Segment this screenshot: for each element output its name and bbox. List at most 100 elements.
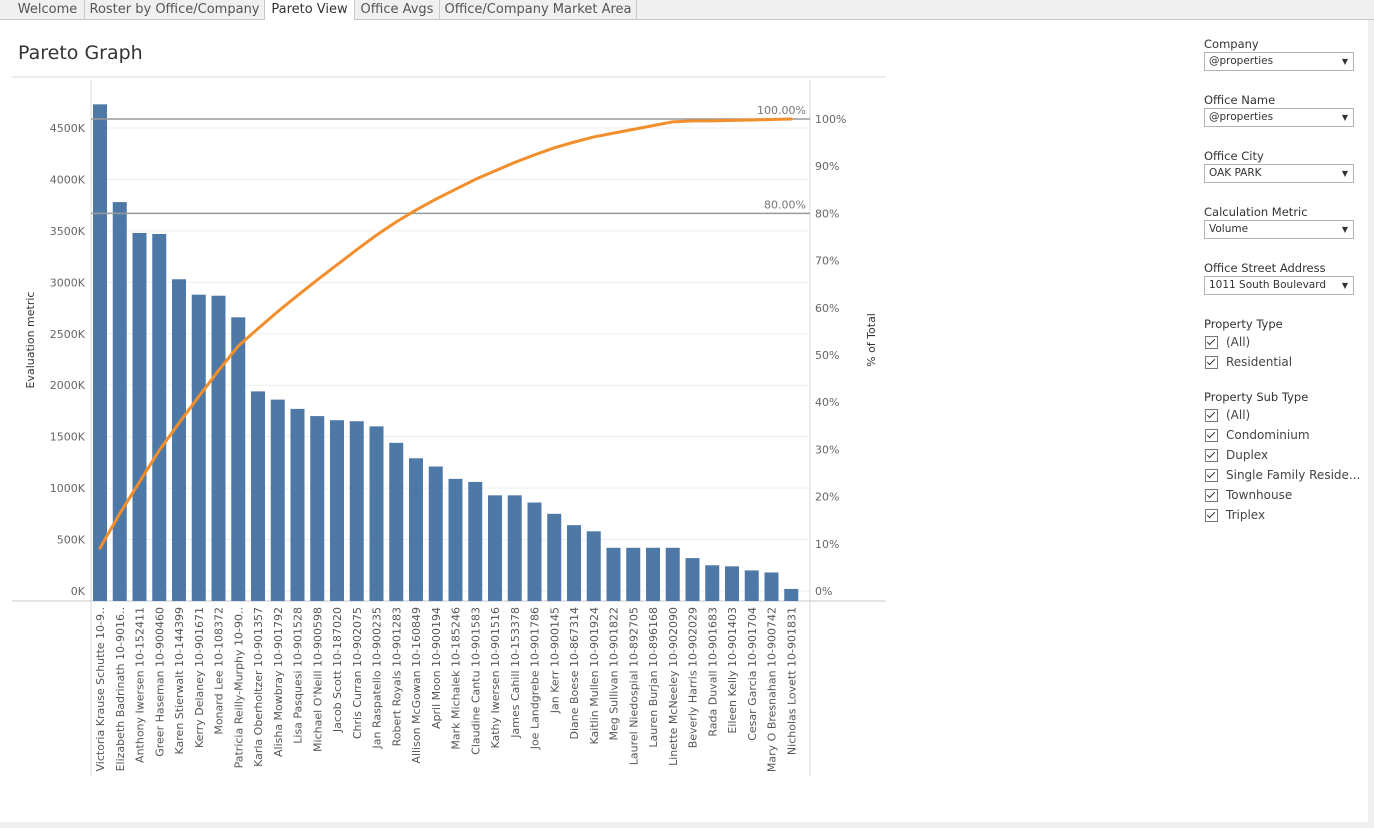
bar xyxy=(231,317,246,601)
x-tick-label: Kathy Iwersen 10-901516 xyxy=(489,607,502,749)
bar xyxy=(744,570,759,601)
office-name-dropdown-value: @properties xyxy=(1209,111,1274,123)
bar xyxy=(409,458,423,601)
calculation-metric-filter: Calculation Metric Volume ▼ xyxy=(1204,204,1354,239)
bar xyxy=(448,478,463,601)
tab-office-avgs[interactable]: Office Avgs xyxy=(355,0,440,19)
property-sub-type-option-townhouse[interactable]: Townhouse xyxy=(1204,485,1354,505)
bar xyxy=(112,202,127,601)
property-sub-type-option-label: Duplex xyxy=(1226,448,1269,462)
x-tick-label: Karla Oberholtzer 10-901357 xyxy=(252,607,265,767)
y-right-tick-label: 40% xyxy=(815,396,839,409)
checkbox-checked-icon xyxy=(1205,488,1218,502)
property-sub-type-option-triplex[interactable]: Triplex xyxy=(1204,505,1354,525)
office-city-dropdown-value: OAK PARK xyxy=(1209,167,1262,179)
checkbox-checked-icon xyxy=(1205,335,1218,349)
bar xyxy=(369,426,384,601)
tab-pareto-view[interactable]: Pareto View xyxy=(265,0,355,20)
property-sub-type-option-duplex[interactable]: Duplex xyxy=(1204,445,1354,465)
x-tick-label: Michael O'Neill 10-900598 xyxy=(311,607,324,752)
x-tick-label: Cesar Garcia 10-901704 xyxy=(746,607,759,741)
chevron-down-icon: ▼ xyxy=(1341,225,1348,234)
tab-welcome[interactable]: Welcome xyxy=(11,0,85,19)
property-sub-type-option-label: Triplex xyxy=(1226,508,1266,522)
property-type-option-residential[interactable]: Residential xyxy=(1204,352,1354,372)
x-tick-label: Jacob Scott 10-187020 xyxy=(331,607,344,733)
property-sub-type-option-label: (All) xyxy=(1226,408,1251,422)
bar xyxy=(152,233,167,601)
reference-line-label: 80.00% xyxy=(764,198,806,211)
x-tick-label: Meg Sullivan 10-901822 xyxy=(608,607,621,741)
office-name-dropdown[interactable]: @properties ▼ xyxy=(1204,108,1354,127)
x-tick-label: Allison McGowan 10-160849 xyxy=(410,607,423,764)
y-right-axis-title: % of Total xyxy=(865,313,878,367)
x-tick-label: Anthony Iwersen 10-152411 xyxy=(134,607,147,763)
bar xyxy=(172,279,186,601)
checkbox-checked-icon xyxy=(1205,355,1218,369)
office-street-address-filter-label: Office Street Address xyxy=(1204,261,1326,275)
reference-line-label: 100.00% xyxy=(757,104,806,117)
checkbox-checked-icon xyxy=(1205,428,1218,442)
property-sub-type-option-condominium[interactable]: Condominium xyxy=(1204,425,1354,445)
chevron-down-icon: ▼ xyxy=(1341,57,1348,66)
chevron-down-icon: ▼ xyxy=(1341,113,1348,122)
x-tick-label: Jan Raspatello 10-900235 xyxy=(371,607,384,749)
bar xyxy=(191,294,206,601)
bar xyxy=(606,547,621,601)
y-right-tick-label: 60% xyxy=(815,302,839,315)
property-type-option-label: Residential xyxy=(1226,355,1293,369)
bar xyxy=(567,525,581,601)
property-sub-type-option-all[interactable]: (All) xyxy=(1204,405,1354,425)
bar xyxy=(586,531,601,601)
x-tick-label: Kerry Delaney 10-901671 xyxy=(193,607,206,748)
office-city-dropdown[interactable]: OAK PARK ▼ xyxy=(1204,164,1354,183)
bar xyxy=(626,547,641,601)
y-left-tick-label: 3000K xyxy=(50,276,86,289)
tab-office-company-market-area[interactable]: Office/Company Market Area xyxy=(440,0,637,19)
x-tick-label: Diane Boese 10-867314 xyxy=(568,607,581,740)
tab-roster-by-office-company[interactable]: Roster by Office/Company xyxy=(85,0,265,19)
y-left-axis-title: Evaluation metric xyxy=(24,292,37,389)
checkbox-checked-icon xyxy=(1205,408,1218,422)
office-street-address-dropdown-value: 1011 South Boulevard xyxy=(1209,279,1327,291)
x-tick-label: Victoria Krause Schutte 10-9.. xyxy=(94,607,107,772)
calculation-metric-filter-label: Calculation Metric xyxy=(1204,205,1308,219)
calculation-metric-dropdown-value: Volume xyxy=(1209,223,1249,235)
company-filter-label: Company xyxy=(1204,37,1259,51)
y-left-tick-label: 2000K xyxy=(50,379,86,392)
bar xyxy=(547,513,562,601)
x-tick-label: Karen Stierwalt 10-144399 xyxy=(173,607,186,754)
property-sub-type-option-label: Condominium xyxy=(1226,428,1310,442)
property-type-filter: Property Type (All) Residential xyxy=(1204,316,1354,372)
property-sub-type-option-single-family[interactable]: Single Family Reside... xyxy=(1204,465,1360,485)
office-name-filter-label: Office Name xyxy=(1204,93,1276,107)
bar xyxy=(93,104,107,601)
bar xyxy=(764,572,779,601)
property-sub-type-option-label: Single Family Reside... xyxy=(1226,468,1361,482)
x-tick-label: Patricia Reilly-Murphy 10-90.. xyxy=(232,607,245,768)
dashboard xyxy=(0,20,1368,822)
x-tick-label: Lauren Burjan 10-896168 xyxy=(647,607,660,748)
chevron-down-icon: ▼ xyxy=(1341,281,1348,290)
y-left-tick-label: 2500K xyxy=(50,328,86,341)
office-street-address-dropdown[interactable]: 1011 South Boulevard ▼ xyxy=(1204,276,1354,295)
bar xyxy=(251,391,265,601)
bar xyxy=(784,588,799,601)
y-left-tick-label: 1500K xyxy=(50,431,86,444)
bottom-border xyxy=(0,822,1374,828)
office-street-address-filter: Office Street Address 1011 South Bouleva… xyxy=(1204,260,1354,295)
property-sub-type-option-label: Townhouse xyxy=(1226,488,1293,502)
property-sub-type-filter-label: Property Sub Type xyxy=(1204,390,1309,404)
x-tick-label: Robert Royals 10-901283 xyxy=(390,607,403,746)
y-left-tick-label: 3500K xyxy=(50,225,86,238)
property-type-option-all[interactable]: (All) xyxy=(1204,332,1354,352)
calculation-metric-dropdown[interactable]: Volume ▼ xyxy=(1204,220,1354,239)
x-tick-label: Claudine Cantu 10-901583 xyxy=(469,607,482,755)
tab-bar: Welcome Roster by Office/Company Pareto … xyxy=(0,0,1374,20)
bar xyxy=(270,399,285,601)
bar xyxy=(389,442,404,601)
y-right-tick-label: 90% xyxy=(815,160,839,173)
company-dropdown[interactable]: @properties ▼ xyxy=(1204,52,1354,71)
bar xyxy=(507,495,522,601)
x-tick-label: Linette McNeeley 10-902090 xyxy=(667,607,680,766)
